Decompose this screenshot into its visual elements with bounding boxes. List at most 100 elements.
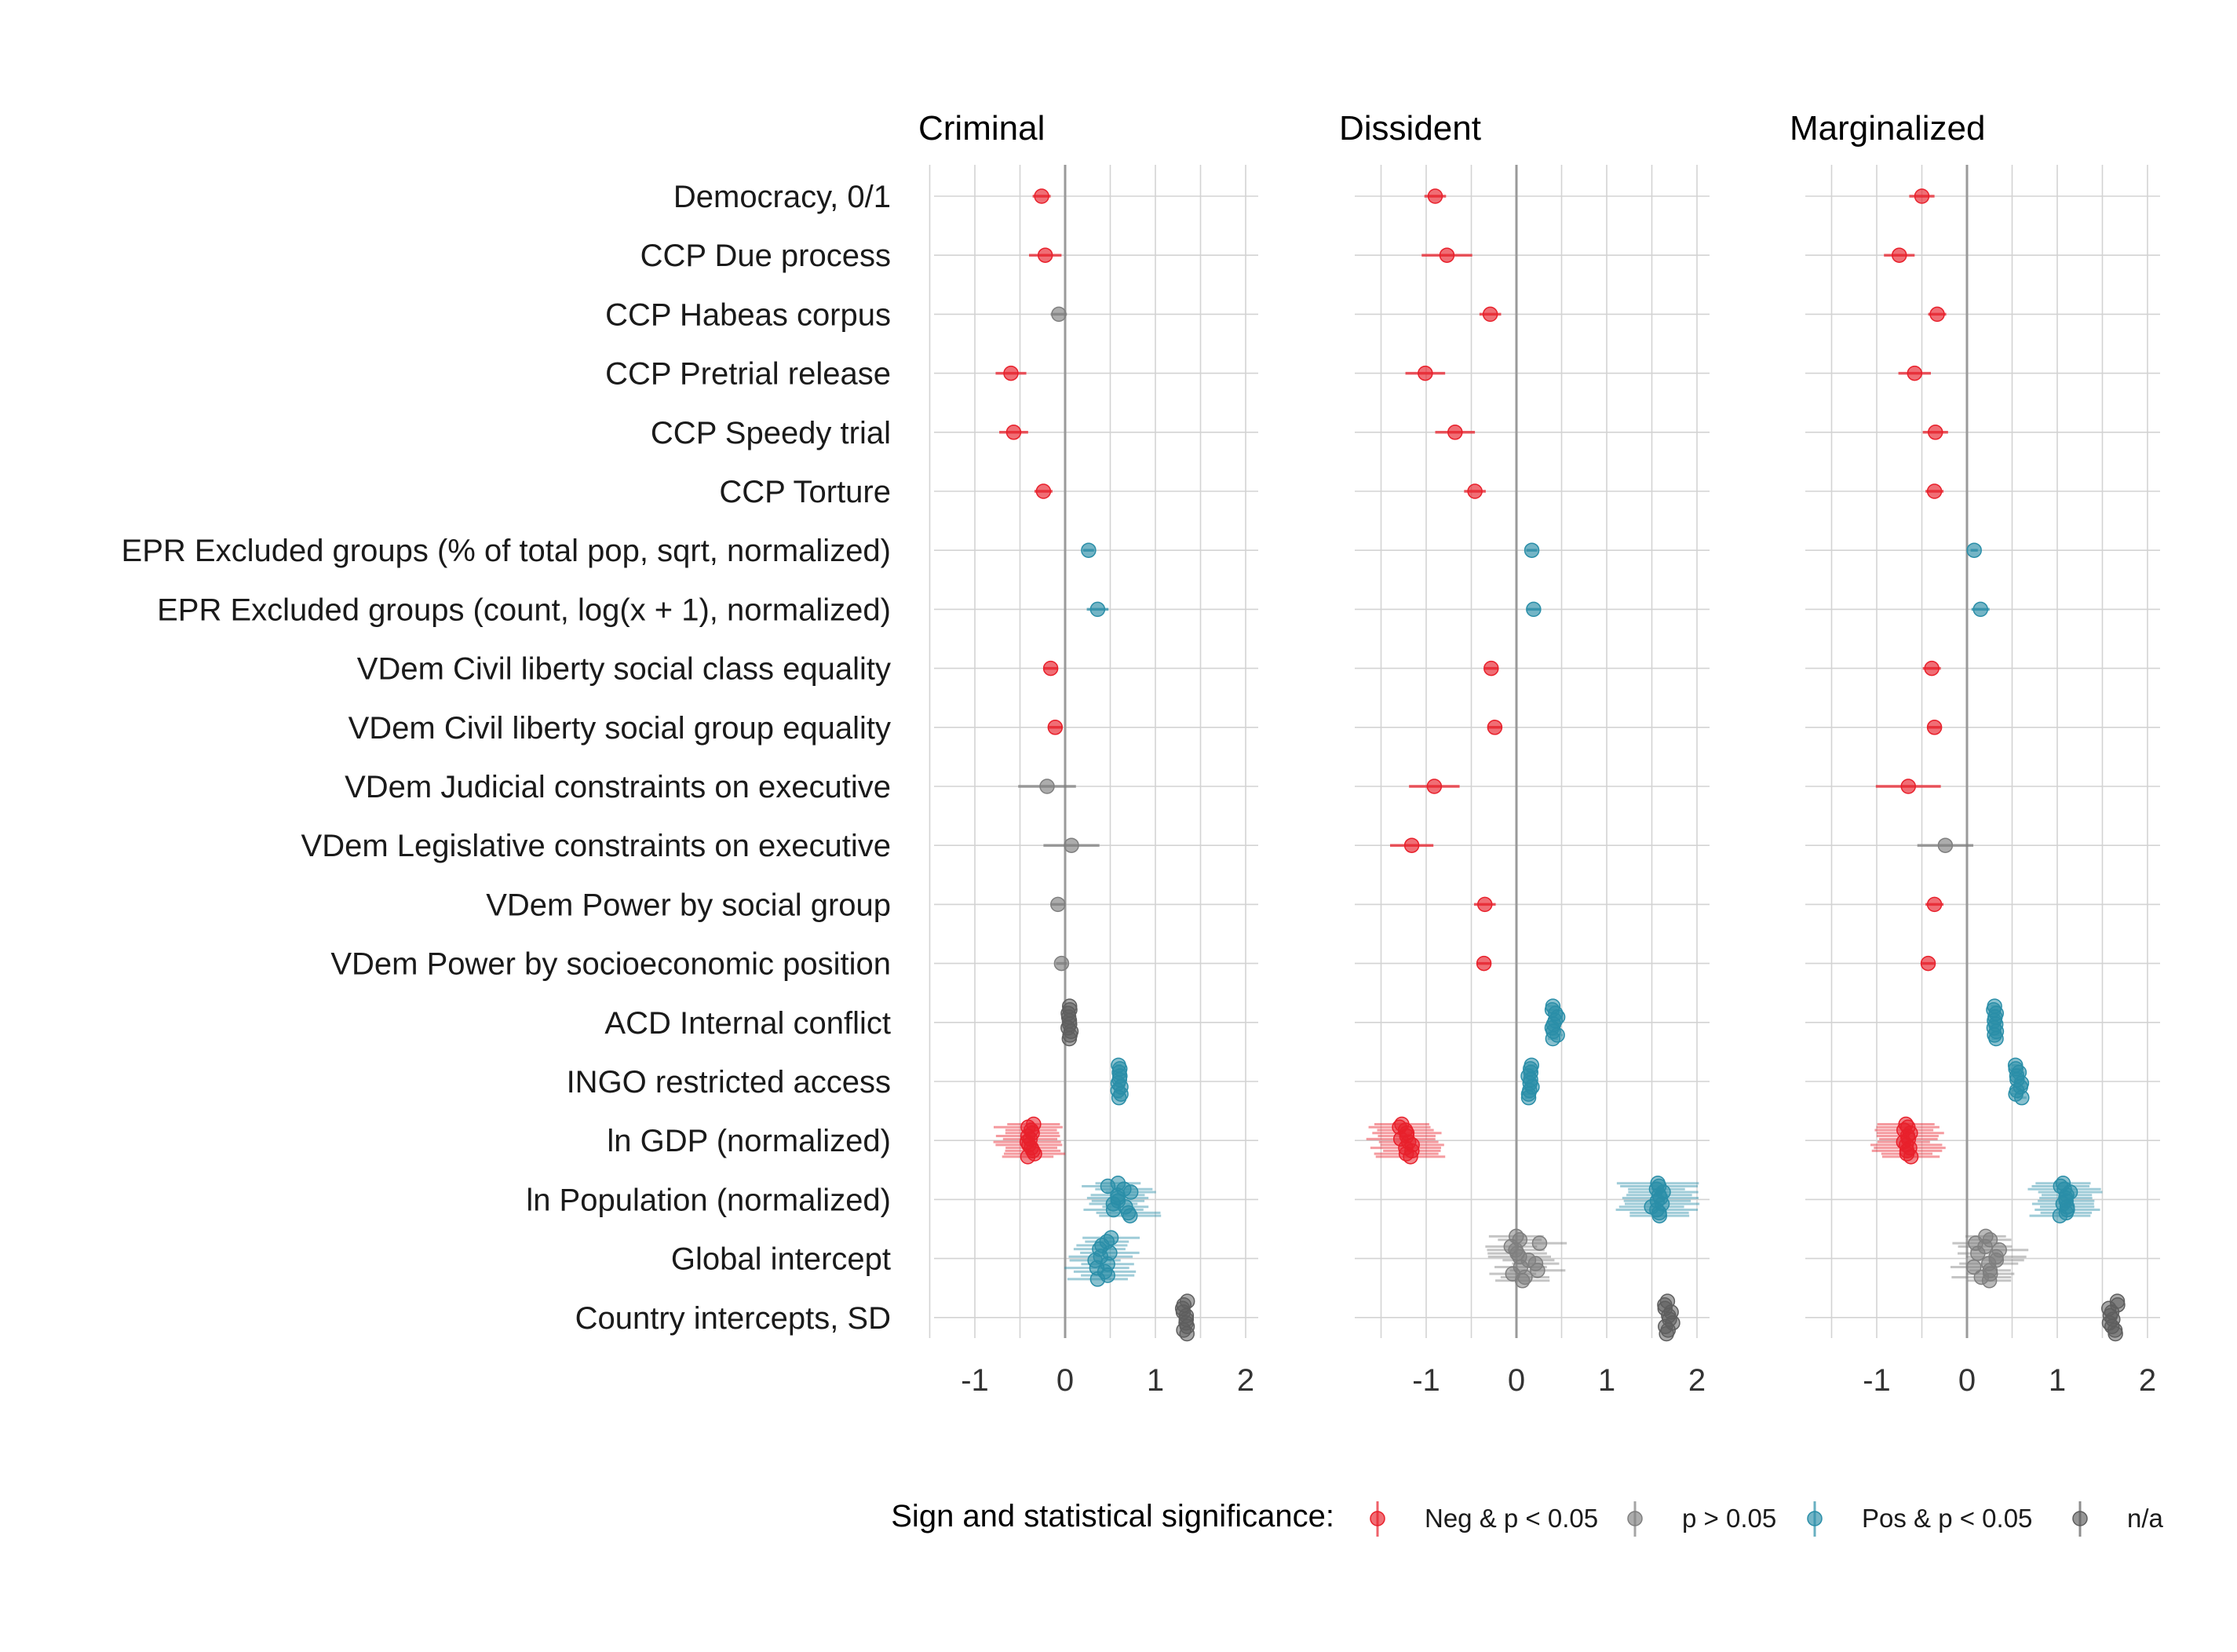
estimate-point — [1487, 720, 1503, 735]
estimate-point — [1476, 955, 1492, 972]
estimate-point — [1111, 1089, 1127, 1106]
estimate-point — [1914, 188, 1930, 204]
estimate-point — [1403, 837, 1420, 853]
row-label-ccp-speedy-trial: CCP Speedy trial — [651, 416, 891, 450]
legend-key-point — [1370, 1511, 1385, 1526]
estimate-point — [1900, 779, 1916, 794]
estimate-point — [1047, 720, 1064, 735]
estimate-point — [1039, 779, 1055, 794]
row-label-ccp-torture: CCP Torture — [719, 475, 891, 509]
legend-title: Sign and statistical significance: — [891, 1499, 1334, 1533]
legend-item-n-a: n/a — [2072, 1501, 2164, 1537]
estimate-point — [1061, 1030, 1078, 1047]
estimate-point — [1426, 779, 1443, 794]
estimate-point — [1988, 1030, 2004, 1047]
legend-key-point — [1627, 1511, 1643, 1526]
estimate-point — [1928, 425, 1943, 440]
estimate-point — [1081, 542, 1097, 558]
row-label-epr-excluded-groups-of-total-pop-sqrt-normalized: EPR Excluded groups (% of total pop, sqr… — [122, 534, 891, 568]
estimate-point — [1439, 247, 1455, 263]
x-tick-label: -1 — [961, 1363, 989, 1398]
estimate-point — [1037, 247, 1053, 263]
x-tick-label: 1 — [1598, 1363, 1615, 1398]
estimate-point — [1520, 1089, 1537, 1106]
x-tick-label: 1 — [1147, 1363, 1164, 1398]
estimate-point — [1531, 1235, 1548, 1251]
estimate-point — [1524, 542, 1540, 558]
estimate-point — [1003, 365, 1019, 381]
legend-label: n/a — [2127, 1504, 2164, 1533]
estimate-point — [1089, 1271, 1106, 1287]
row-label-vdem-judicial-constraints-on-executive: VDem Judicial constraints on executive — [345, 770, 891, 804]
estimate-point — [1482, 306, 1498, 323]
estimate-point — [1530, 1263, 1545, 1278]
estimate-point — [1034, 188, 1049, 204]
estimate-point — [1966, 542, 1982, 558]
legend-label: p > 0.05 — [1682, 1504, 1776, 1533]
estimate-point — [1926, 896, 1943, 913]
row-label-ccp-habeas-corpus: CCP Habeas corpus — [605, 297, 891, 332]
estimate-point — [1053, 955, 1070, 972]
estimate-point — [1403, 1149, 1418, 1165]
estimate-point — [1965, 1259, 1982, 1275]
row-label-country-intercepts-sd: Country intercepts, SD — [575, 1301, 891, 1336]
x-tick-label: 2 — [1237, 1363, 1254, 1398]
x-tick-label: 0 — [1056, 1363, 1074, 1398]
estimate-point — [1926, 720, 1943, 735]
estimate-point — [1924, 660, 1940, 676]
row-label-ln-gdp-normalized: ln GDP (normalized) — [607, 1124, 891, 1158]
legend-item-p-0-05: p > 0.05 — [1627, 1501, 1776, 1537]
legend-item-neg-p-0-05: Neg & p < 0.05 — [1370, 1501, 1598, 1537]
row-label-epr-excluded-groups-count-log-x-1-normalized: EPR Excluded groups (count, log(x + 1), … — [157, 593, 891, 627]
estimate-point — [2052, 1208, 2068, 1224]
x-tick-label: -1 — [1412, 1363, 1440, 1398]
estimate-point — [1981, 1273, 1998, 1289]
legend: Sign and statistical significance: Neg &… — [891, 1499, 2164, 1537]
x-tick-label: 1 — [2049, 1363, 2066, 1398]
estimate-point — [1051, 306, 1067, 323]
estimate-point — [1467, 483, 1483, 499]
estimate-point — [1926, 483, 1943, 499]
estimate-point — [1477, 896, 1493, 913]
estimate-point — [1651, 1208, 1667, 1224]
estimate-point — [1035, 483, 1052, 499]
estimate-point — [1418, 365, 1433, 381]
row-label-ingo-restricted-access: INGO restricted access — [567, 1065, 891, 1100]
estimate-point — [1105, 1202, 1122, 1218]
text-layer: Democracy, 0/1 CCP Due process CCP Habeas … — [122, 109, 2157, 1398]
estimate-point — [1179, 1326, 1195, 1342]
estimate-point — [1937, 837, 1954, 853]
x-tick-label: -1 — [1863, 1363, 1891, 1398]
estimate-point — [2014, 1089, 2030, 1106]
estimate-point — [1483, 660, 1499, 676]
estimate-point — [1972, 601, 1988, 618]
row-label-vdem-legislative-constraints-on-executive: VDem Legislative constraints on executiv… — [301, 829, 891, 863]
row-label-democracy-0-1: Democracy, 0/1 — [673, 180, 891, 214]
estimate-point — [1089, 601, 1106, 618]
row-label-vdem-power-by-social-group: VDem Power by social group — [486, 888, 891, 922]
row-label-ln-population-normalized: ln Population (normalized) — [526, 1183, 891, 1217]
estimate-point — [1892, 247, 1907, 263]
row-label-vdem-power-by-socioeconomic-position: VDem Power by socioeconomic position — [330, 947, 891, 982]
x-tick-label: 0 — [1508, 1363, 1525, 1398]
estimate-point — [1100, 1178, 1116, 1194]
grid-layer — [929, 165, 2160, 1338]
estimate-point — [2107, 1326, 2123, 1342]
estimate-point — [1427, 188, 1443, 204]
legend-key-point — [2072, 1511, 2088, 1526]
estimate-point — [1545, 1030, 1561, 1047]
x-tick-label: 0 — [1958, 1363, 1976, 1398]
estimate-point — [1050, 896, 1066, 913]
estimate-point — [1929, 306, 1945, 323]
mark-layer — [993, 188, 2126, 1342]
estimate-point — [1970, 1245, 1986, 1261]
legend-label: Pos & p < 0.05 — [1862, 1504, 2032, 1533]
estimate-point — [1042, 660, 1059, 676]
row-label-vdem-civil-liberty-social-class-equality: VDem Civil liberty social class equality — [357, 652, 891, 687]
row-label-ccp-due-process: CCP Due process — [640, 239, 891, 273]
estimate-point — [1907, 365, 1923, 381]
legend-item-pos-p-0-05: Pos & p < 0.05 — [1807, 1501, 2032, 1537]
estimate-point — [1920, 955, 1936, 972]
row-label-ccp-pretrial-release: CCP Pretrial release — [605, 357, 891, 392]
